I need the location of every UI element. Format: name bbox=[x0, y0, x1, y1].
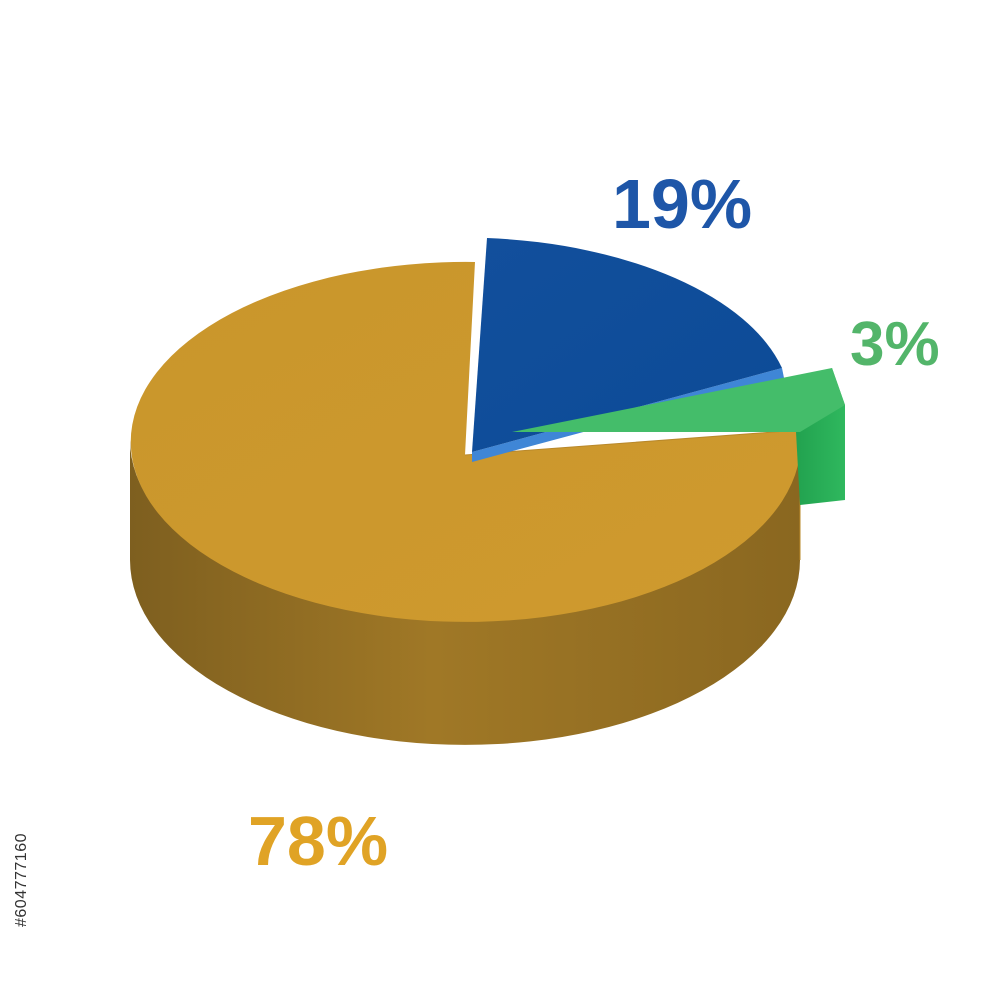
label-3: 3% bbox=[850, 310, 940, 379]
pie-slice-78-top bbox=[130, 261, 801, 622]
pie-slice-78-side bbox=[130, 440, 800, 745]
pct-value-19: 19% bbox=[612, 165, 752, 243]
pie-slice-3 bbox=[512, 368, 845, 505]
label-19: 19% bbox=[612, 165, 752, 243]
pie-slice-19-top bbox=[472, 238, 782, 452]
label-78: 78% bbox=[248, 802, 388, 880]
pct-value-78: 78% bbox=[248, 802, 388, 880]
pct-value-3: 3% bbox=[850, 310, 940, 379]
pie-slice-3-top bbox=[512, 368, 845, 432]
stock-id-text: #604777160 bbox=[13, 833, 30, 927]
stock-id-watermark: #604777160 bbox=[2, 760, 42, 1000]
